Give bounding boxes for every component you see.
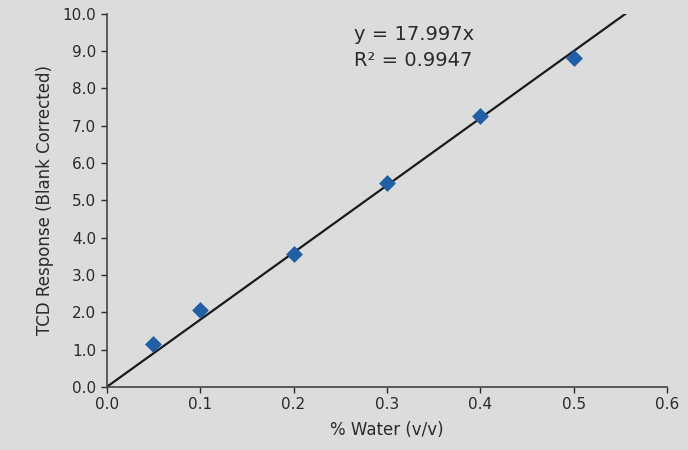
Text: y = 17.997x
R² = 0.9947: y = 17.997x R² = 0.9947 [354,25,475,70]
Point [288,251,299,258]
Point [148,341,159,348]
X-axis label: % Water (v/v): % Water (v/v) [330,421,444,439]
Y-axis label: TCD Response (Blank Corrected): TCD Response (Blank Corrected) [36,65,54,335]
Point [195,307,206,314]
Point [568,55,579,62]
Point [381,180,392,187]
Point [475,112,486,120]
